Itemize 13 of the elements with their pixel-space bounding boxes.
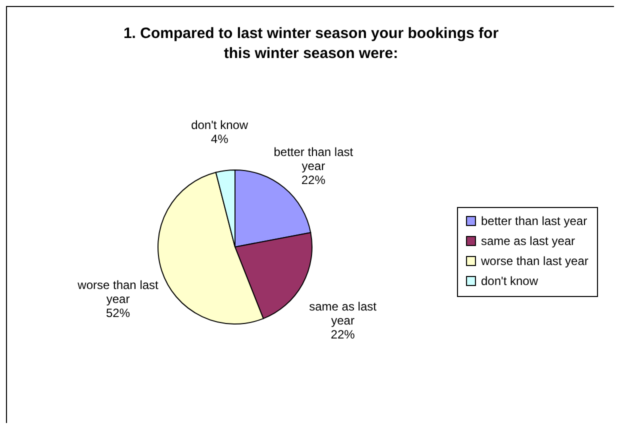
data-label: 4% bbox=[210, 132, 229, 146]
slice-label: don't know bbox=[191, 118, 248, 132]
chart-title: 1. Compared to last winter season your bookings for this winter season were: bbox=[123, 25, 499, 62]
data-label: 22% bbox=[301, 173, 326, 188]
data-label: 52% bbox=[106, 306, 130, 320]
slice-label: same as last year bbox=[309, 299, 378, 328]
slice-label: worse than last year bbox=[76, 278, 160, 306]
slice-label: better than last year bbox=[274, 145, 354, 174]
legend-label: don't know bbox=[481, 274, 538, 288]
legend-label: same as last year bbox=[481, 234, 576, 248]
legend-label: better than last year bbox=[481, 214, 588, 228]
legend-label: worse than last year bbox=[480, 254, 588, 268]
data-label: 22% bbox=[330, 327, 356, 342]
